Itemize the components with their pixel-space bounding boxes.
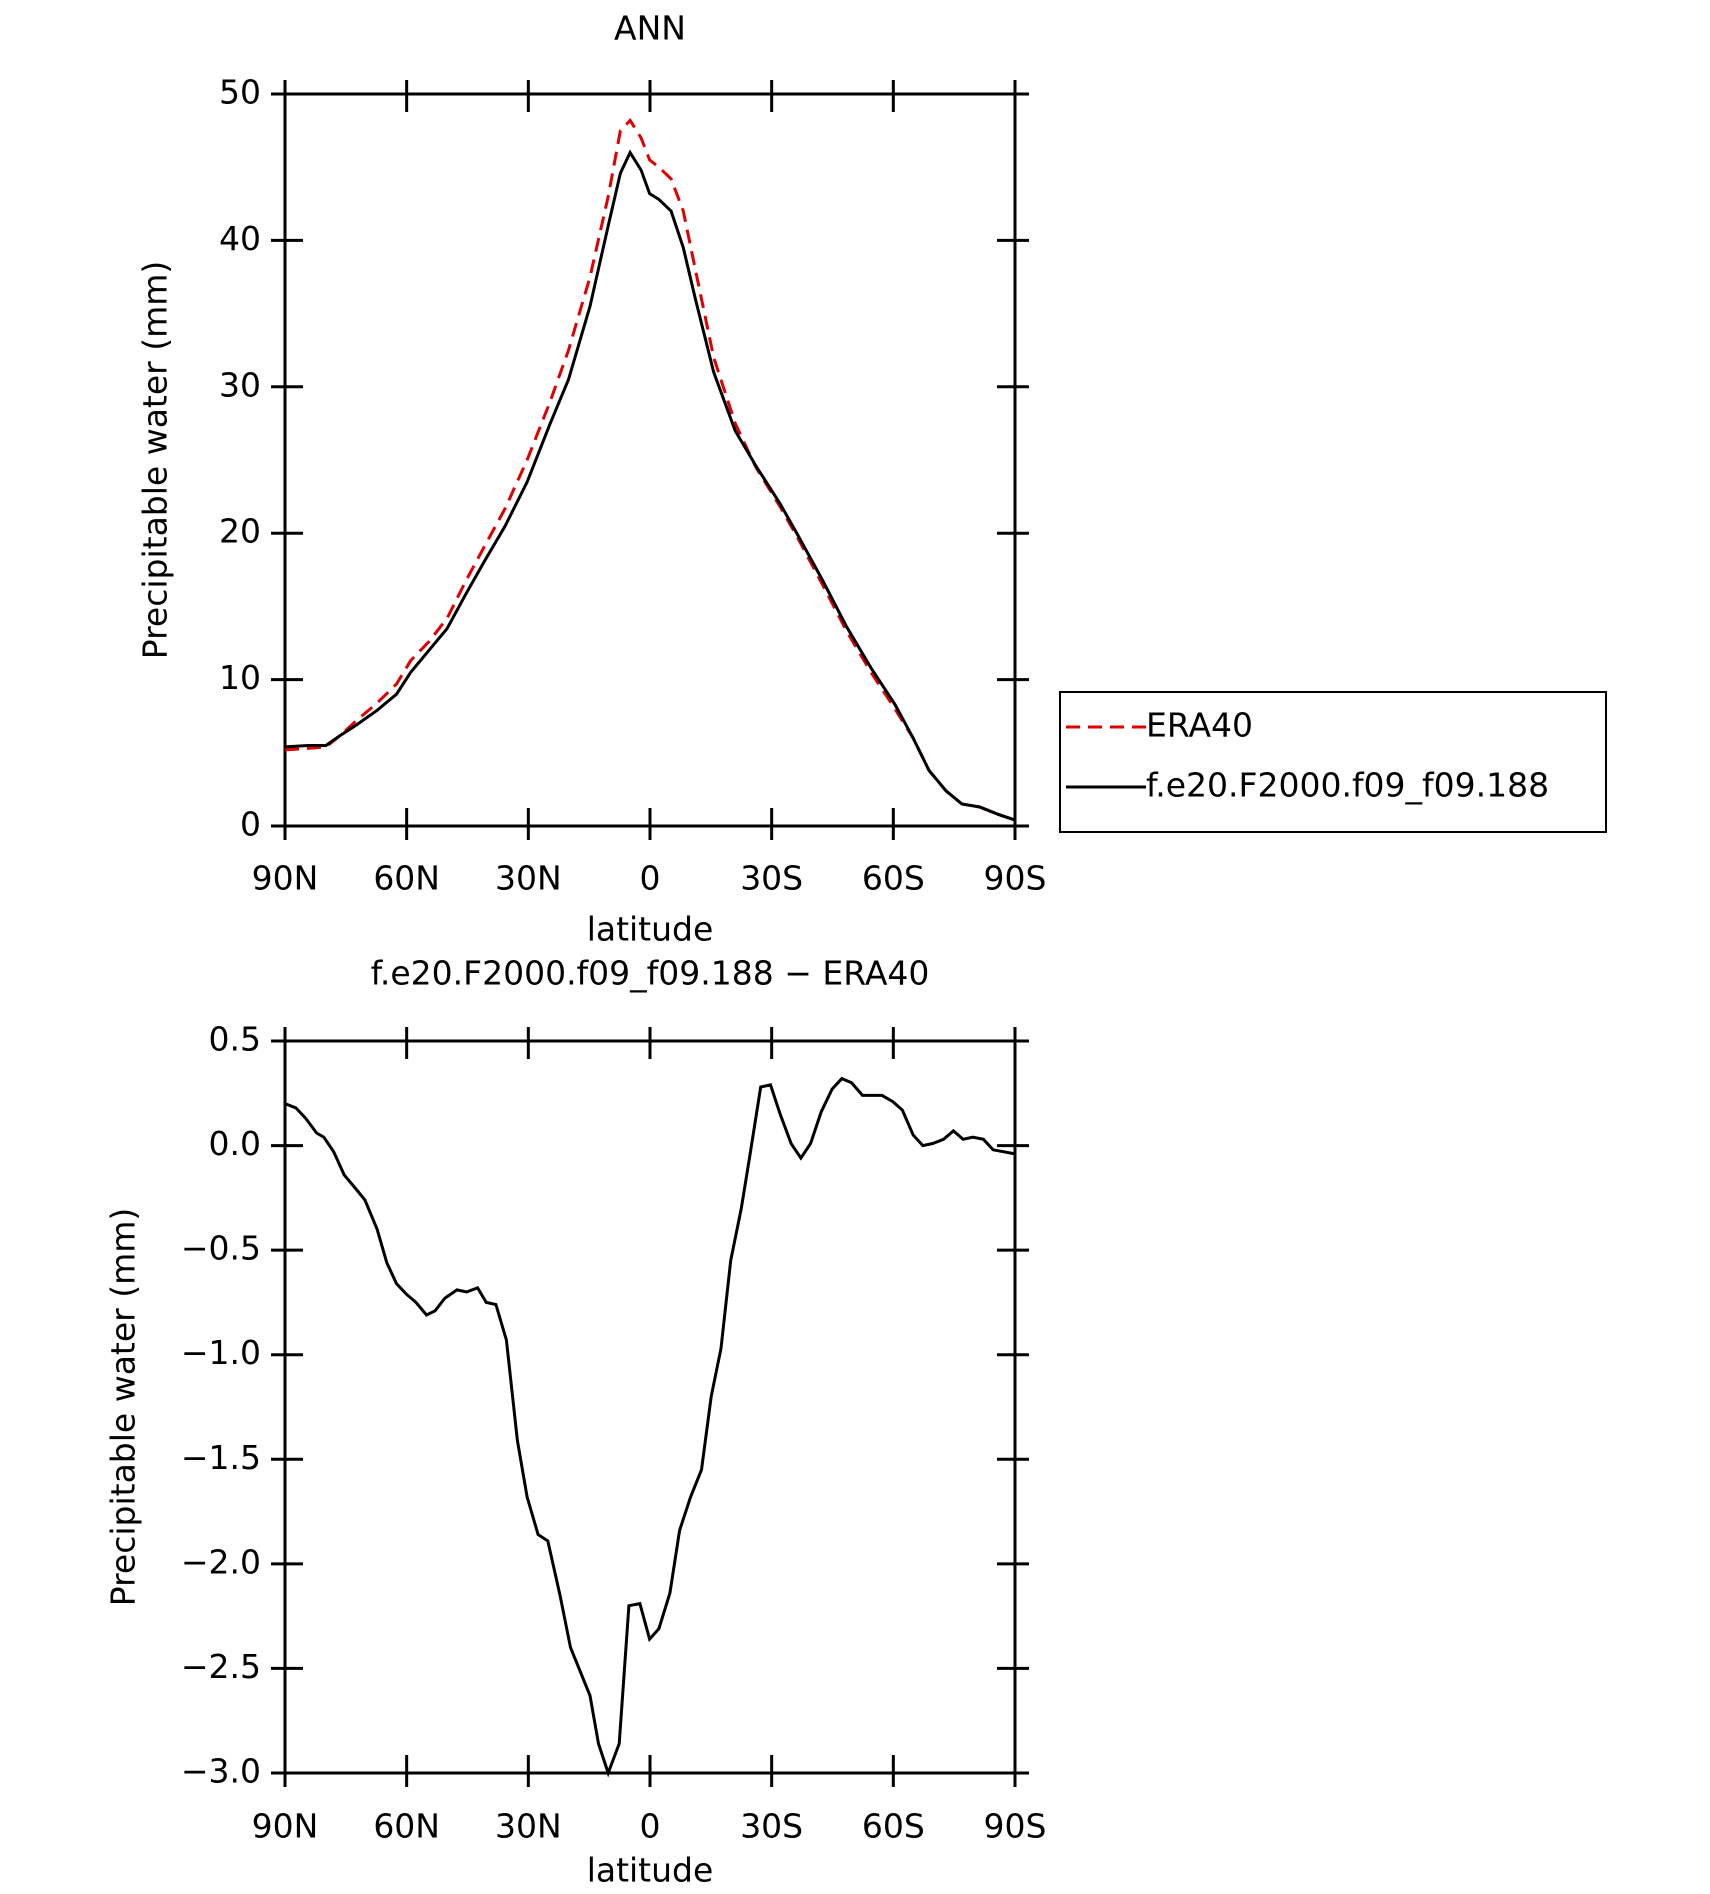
x-tick-label: 90S [984,859,1047,898]
x-tick-label: 30S [740,1807,803,1846]
x-tick-label: 60S [862,1807,925,1846]
y-tick-label: 0.5 [209,1020,261,1059]
y-tick-label: 10 [219,658,261,697]
y-tick-label: −1.5 [181,1438,261,1477]
x-axis-label: latitude [587,910,714,949]
plot-frame [283,1039,1017,1775]
y-tick-label: 30 [219,365,261,404]
y-tick-label: 0.0 [209,1124,261,1163]
legend-box [1059,691,1607,833]
data-line [284,117,1016,822]
y-tick-label: −1.0 [181,1333,261,1372]
chart-title: ANN [614,9,686,48]
x-tick-label: 60N [373,1807,440,1846]
x-tick-label: 60S [862,859,925,898]
plot-frame [283,92,1017,828]
x-tick-label: 30N [495,1807,562,1846]
y-tick-label: −2.5 [181,1647,261,1686]
x-tick-label: 90N [252,859,319,898]
y-tick-label: −2.0 [181,1542,261,1581]
chart-title: f.e20.F2000.f09_f09.188 − ERA40 [371,954,930,993]
x-tick-label: 90N [252,1807,319,1846]
data-line [284,1076,1016,1778]
x-tick-label: 90S [984,1807,1047,1846]
y-tick-label: 20 [219,512,261,551]
x-tick-label: 0 [640,859,661,898]
y-axis-label: Precipitable water (mm) [136,261,175,660]
x-tick-label: 0 [640,1807,661,1846]
y-tick-label: −0.5 [181,1229,261,1268]
legend-label: ERA40 [1146,706,1253,745]
y-tick-label: 0 [240,805,261,844]
x-axis-label: latitude [587,1851,714,1890]
data-line [284,149,1016,822]
y-axis-label: Precipitable water (mm) [104,1208,143,1607]
x-tick-label: 30S [740,859,803,898]
x-tick-label: 30N [495,859,562,898]
legend-label: f.e20.F2000.f09_f09.188 [1146,766,1549,805]
x-tick-label: 60N [373,859,440,898]
y-tick-label: 50 [219,73,261,112]
y-tick-label: −3.0 [181,1752,261,1791]
y-tick-label: 40 [219,219,261,258]
